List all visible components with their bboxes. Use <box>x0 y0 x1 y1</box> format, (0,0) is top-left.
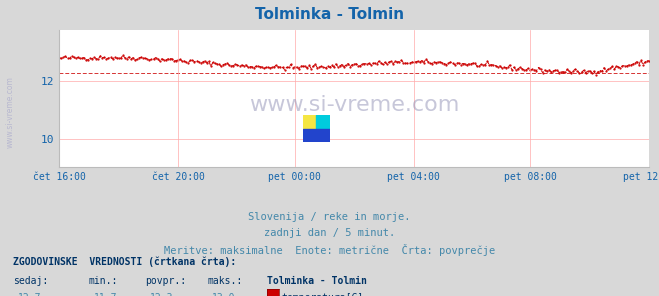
Text: 11,7: 11,7 <box>94 293 117 296</box>
Text: 12,3: 12,3 <box>150 293 173 296</box>
Text: www.si-vreme.com: www.si-vreme.com <box>5 77 14 148</box>
Bar <box>316 115 330 129</box>
Text: 13,0: 13,0 <box>212 293 236 296</box>
Text: min.:: min.: <box>89 276 119 286</box>
Text: Meritve: maksimalne  Enote: metrične  Črta: povprečje: Meritve: maksimalne Enote: metrične Črta… <box>164 244 495 256</box>
Text: sedaj:: sedaj: <box>13 276 48 286</box>
Text: zadnji dan / 5 minut.: zadnji dan / 5 minut. <box>264 228 395 238</box>
Text: 12,7: 12,7 <box>18 293 42 296</box>
Bar <box>316 129 330 142</box>
Text: povpr.:: povpr.: <box>145 276 186 286</box>
Bar <box>303 115 316 129</box>
Text: Tolminka - Tolmin: Tolminka - Tolmin <box>255 7 404 22</box>
Text: temperatura[C]: temperatura[C] <box>281 293 364 296</box>
Text: Slovenija / reke in morje.: Slovenija / reke in morje. <box>248 212 411 222</box>
Bar <box>303 129 316 142</box>
Text: ZGODOVINSKE  VREDNOSTI (črtkana črta):: ZGODOVINSKE VREDNOSTI (črtkana črta): <box>13 256 237 266</box>
Text: Tolminka - Tolmin: Tolminka - Tolmin <box>267 276 367 286</box>
Text: www.si-vreme.com: www.si-vreme.com <box>249 95 459 115</box>
Text: maks.:: maks.: <box>208 276 243 286</box>
